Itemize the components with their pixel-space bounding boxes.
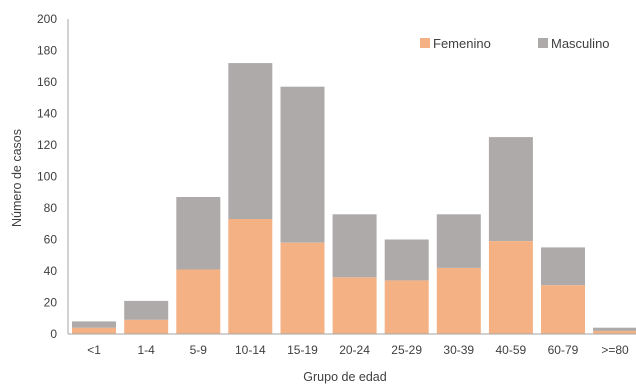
y-tick-label: 80 bbox=[44, 201, 58, 215]
y-tick-label: 200 bbox=[37, 12, 57, 26]
x-tick-label: 30-39 bbox=[443, 343, 474, 357]
x-tick-label: <1 bbox=[87, 343, 101, 357]
bar-femenino-10 bbox=[541, 285, 585, 334]
bar-masculino-11 bbox=[593, 327, 636, 331]
legend-label-masculino: Masculino bbox=[551, 36, 610, 51]
bar-masculino-8 bbox=[436, 214, 481, 268]
y-tick-label: 140 bbox=[37, 107, 57, 121]
bar-masculino-2 bbox=[124, 300, 169, 320]
y-tick-label: 100 bbox=[37, 170, 57, 184]
x-tick-label: 5-9 bbox=[190, 343, 208, 357]
x-axis-ticks: <1 1-4 5-9 10-14 15-19 20-24 25-29 30-39 40-59 60… bbox=[87, 343, 629, 357]
bar-femenino-11 bbox=[593, 330, 636, 334]
legend-swatch-masculino bbox=[538, 38, 548, 48]
bar-femenino-3 bbox=[176, 269, 221, 334]
y-tick-label: 60 bbox=[44, 233, 58, 247]
y-tick-label: 20 bbox=[44, 296, 58, 310]
bar-femenino-9 bbox=[488, 241, 533, 334]
y-tick-label: 40 bbox=[44, 264, 58, 278]
bar-masculino-6 bbox=[332, 214, 377, 278]
legend-swatch-femenino bbox=[420, 38, 430, 48]
bar-femenino-2 bbox=[124, 319, 169, 334]
bar-femenino-5 bbox=[280, 242, 325, 334]
bar-femenino-6 bbox=[332, 277, 377, 334]
bar-masculino-9 bbox=[488, 137, 533, 241]
x-tick-label: 15-19 bbox=[287, 343, 318, 357]
bar-masculino-1 bbox=[72, 321, 116, 328]
bar-masculino-10 bbox=[541, 247, 585, 286]
bar-femenino-8 bbox=[436, 267, 481, 334]
bar-masculino-5 bbox=[280, 86, 325, 243]
legend: Femenino Masculino bbox=[420, 36, 610, 51]
bar-femenino-7 bbox=[384, 280, 429, 334]
y-axis-title: Número de casos bbox=[10, 129, 24, 227]
y-tick-label: 0 bbox=[50, 327, 57, 341]
legend-label-femenino: Femenino bbox=[433, 36, 491, 51]
bar-femenino-1 bbox=[72, 327, 116, 334]
bar-masculino-7 bbox=[384, 239, 429, 281]
x-tick-label: 25-29 bbox=[391, 343, 422, 357]
x-axis-title: Grupo de edad bbox=[303, 370, 386, 384]
x-tick-label: >=80 bbox=[601, 343, 629, 357]
x-tick-label: 1-4 bbox=[137, 343, 155, 357]
bars-group bbox=[72, 63, 636, 334]
bar-masculino-3 bbox=[176, 197, 221, 270]
y-tick-label: 180 bbox=[37, 44, 57, 58]
x-tick-label: 10-14 bbox=[235, 343, 266, 357]
x-tick-label: 40-59 bbox=[495, 343, 526, 357]
y-tick-label: 120 bbox=[37, 138, 57, 152]
y-tick-label: 160 bbox=[37, 75, 57, 89]
y-axis-ticks: 0 20 40 60 80 100 120 140 160 180 200 bbox=[37, 12, 57, 341]
bar-femenino-4 bbox=[228, 219, 273, 334]
bar-masculino-4 bbox=[228, 63, 273, 219]
x-tick-label: 20-24 bbox=[339, 343, 370, 357]
x-tick-label: 60-79 bbox=[548, 343, 579, 357]
